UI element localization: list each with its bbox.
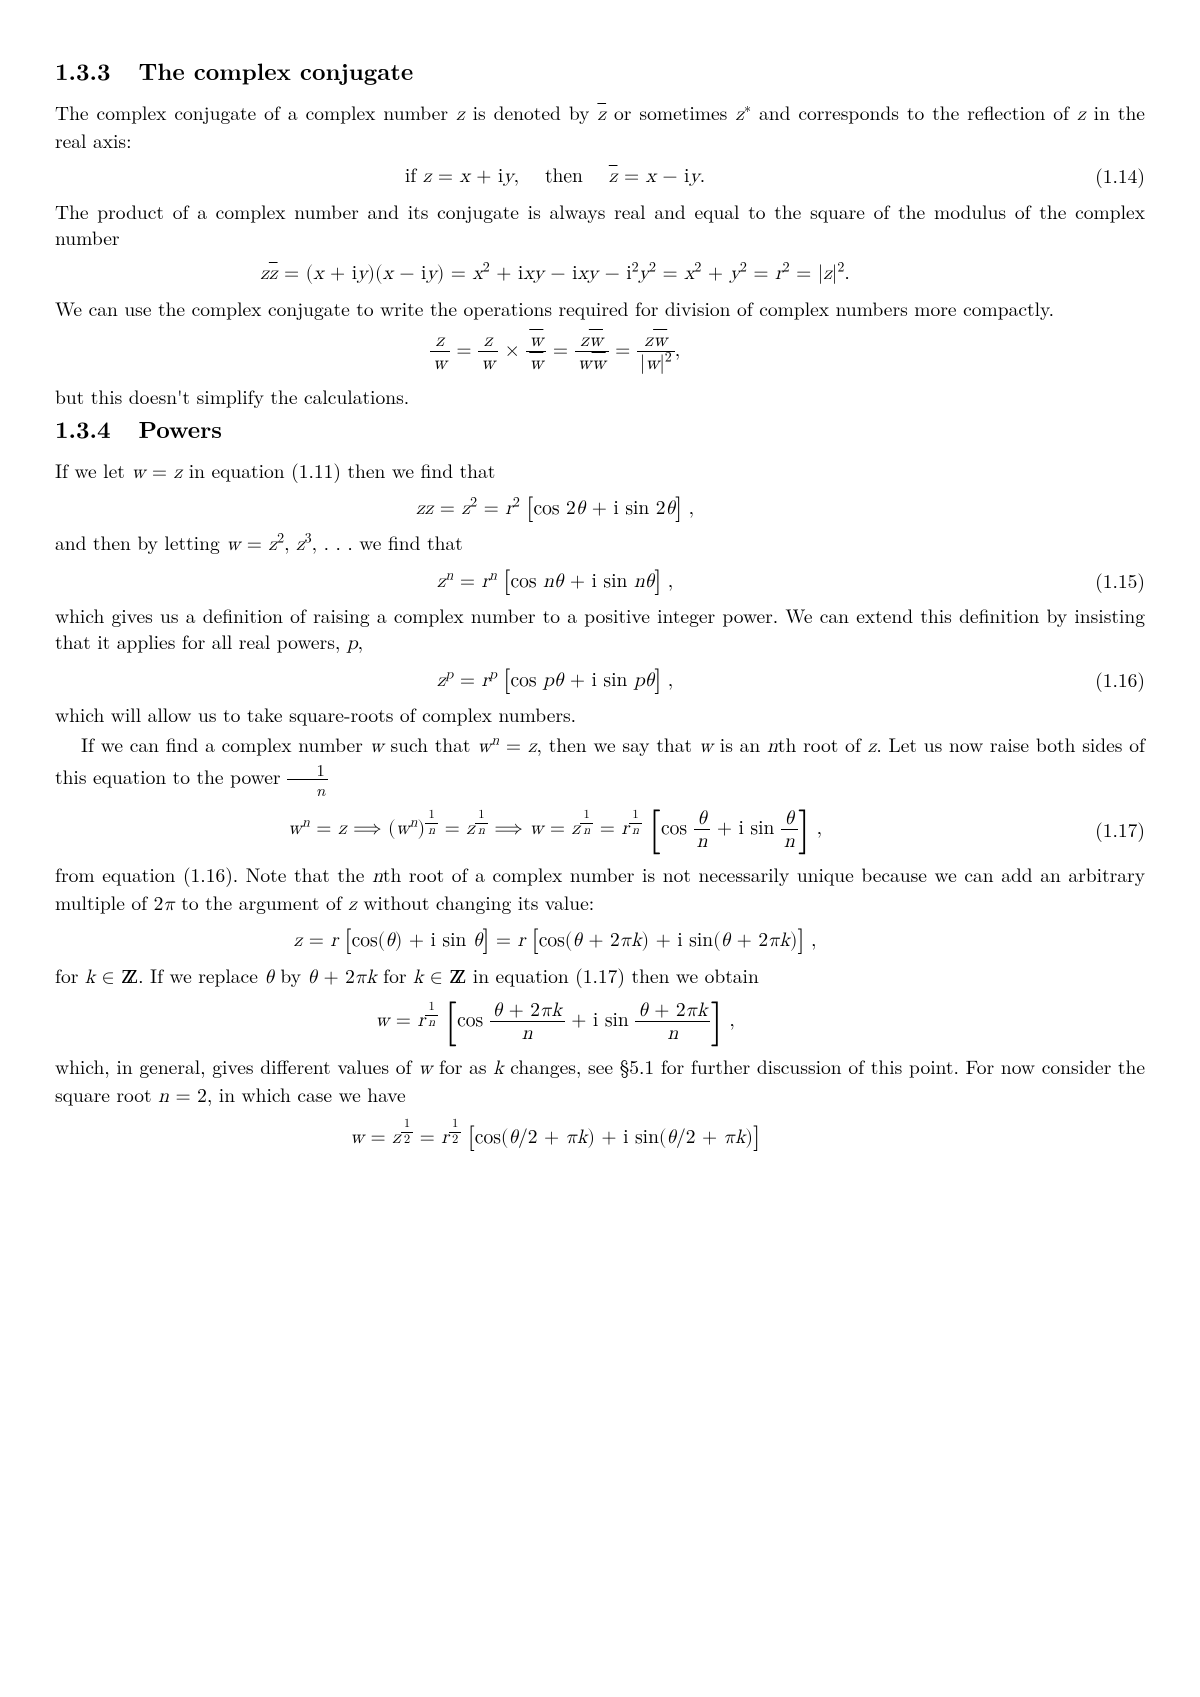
paragraph: The complex conjugate of a complex numbe… (55, 99, 1145, 154)
equation-1-16: zp = rp [cos pθ + i sin pθ] , (1.16) (55, 665, 1145, 693)
subsection-heading-134: 1.3.4 Powers (55, 413, 1145, 445)
paragraph: and then by letting w = z2, z3, . . . we… (55, 529, 1145, 557)
equation-number: (1.15) (1055, 567, 1145, 593)
paragraph: We can use the complex conjugate to writ… (55, 295, 1145, 321)
equation-periodic: z = r [cos(θ) + i sin θ] = r [cos(θ + 2π… (55, 925, 1145, 953)
paragraph: from equation (1.16). Note that the nth … (55, 861, 1145, 918)
equation-number: (1.14) (1055, 162, 1145, 188)
equation-sqrt: w = z12 = r12 [cos(θ/2 + πk) + i sin(θ/2… (55, 1117, 1145, 1150)
equation-number: (1.16) (1055, 666, 1145, 692)
equation-1-14: if z = x + iy, then z = x − iy. (1.14) (55, 161, 1145, 189)
paragraph: for k ∈ Z. If we replace θ by θ + 2πk fo… (55, 962, 1145, 991)
paragraph: If we can find a complex number w such t… (55, 731, 1145, 798)
equation-zzbar: zz = (x + iy)(x − iy) = x2 + ixy − ixy −… (55, 258, 1145, 286)
subsection-title: Powers (139, 411, 222, 445)
equation-w-root: w = r1n [cos θ + 2πkn + i sin θ + 2πkn] … (55, 999, 1145, 1045)
subsection-title: The complex conjugate (139, 53, 414, 87)
paragraph: but this doesn't simplify the calculatio… (55, 383, 1145, 409)
equation-1-17: wn = z ⟹ (wn)1n = z1n ⟹ w = z1n = r1n [c… (55, 807, 1145, 853)
equation-division: zw = zw × ww = zwww = zw|w|2, (55, 329, 1145, 375)
equation-number: (1.17) (1055, 816, 1145, 842)
paragraph: If we let w = z in equation (1.11) then … (55, 457, 1145, 485)
paragraph: which gives us a definition of raising a… (55, 602, 1145, 657)
equation-zz: zz = z2 = r2 [cos 2θ + i sin 2θ] , (55, 493, 1145, 521)
subsection-number: 1.3.3 (55, 55, 111, 87)
equation-1-15: zn = rn [cos nθ + i sin nθ] , (1.15) (55, 566, 1145, 594)
paragraph: which, in general, gives different value… (55, 1053, 1145, 1110)
paragraph: which will allow us to take square-roots… (55, 701, 1145, 727)
subsection-number: 1.3.4 (55, 413, 111, 445)
subsection-heading-133: 1.3.3 The complex conjugate (55, 55, 1145, 87)
paragraph: The product of a complex number and its … (55, 198, 1145, 251)
